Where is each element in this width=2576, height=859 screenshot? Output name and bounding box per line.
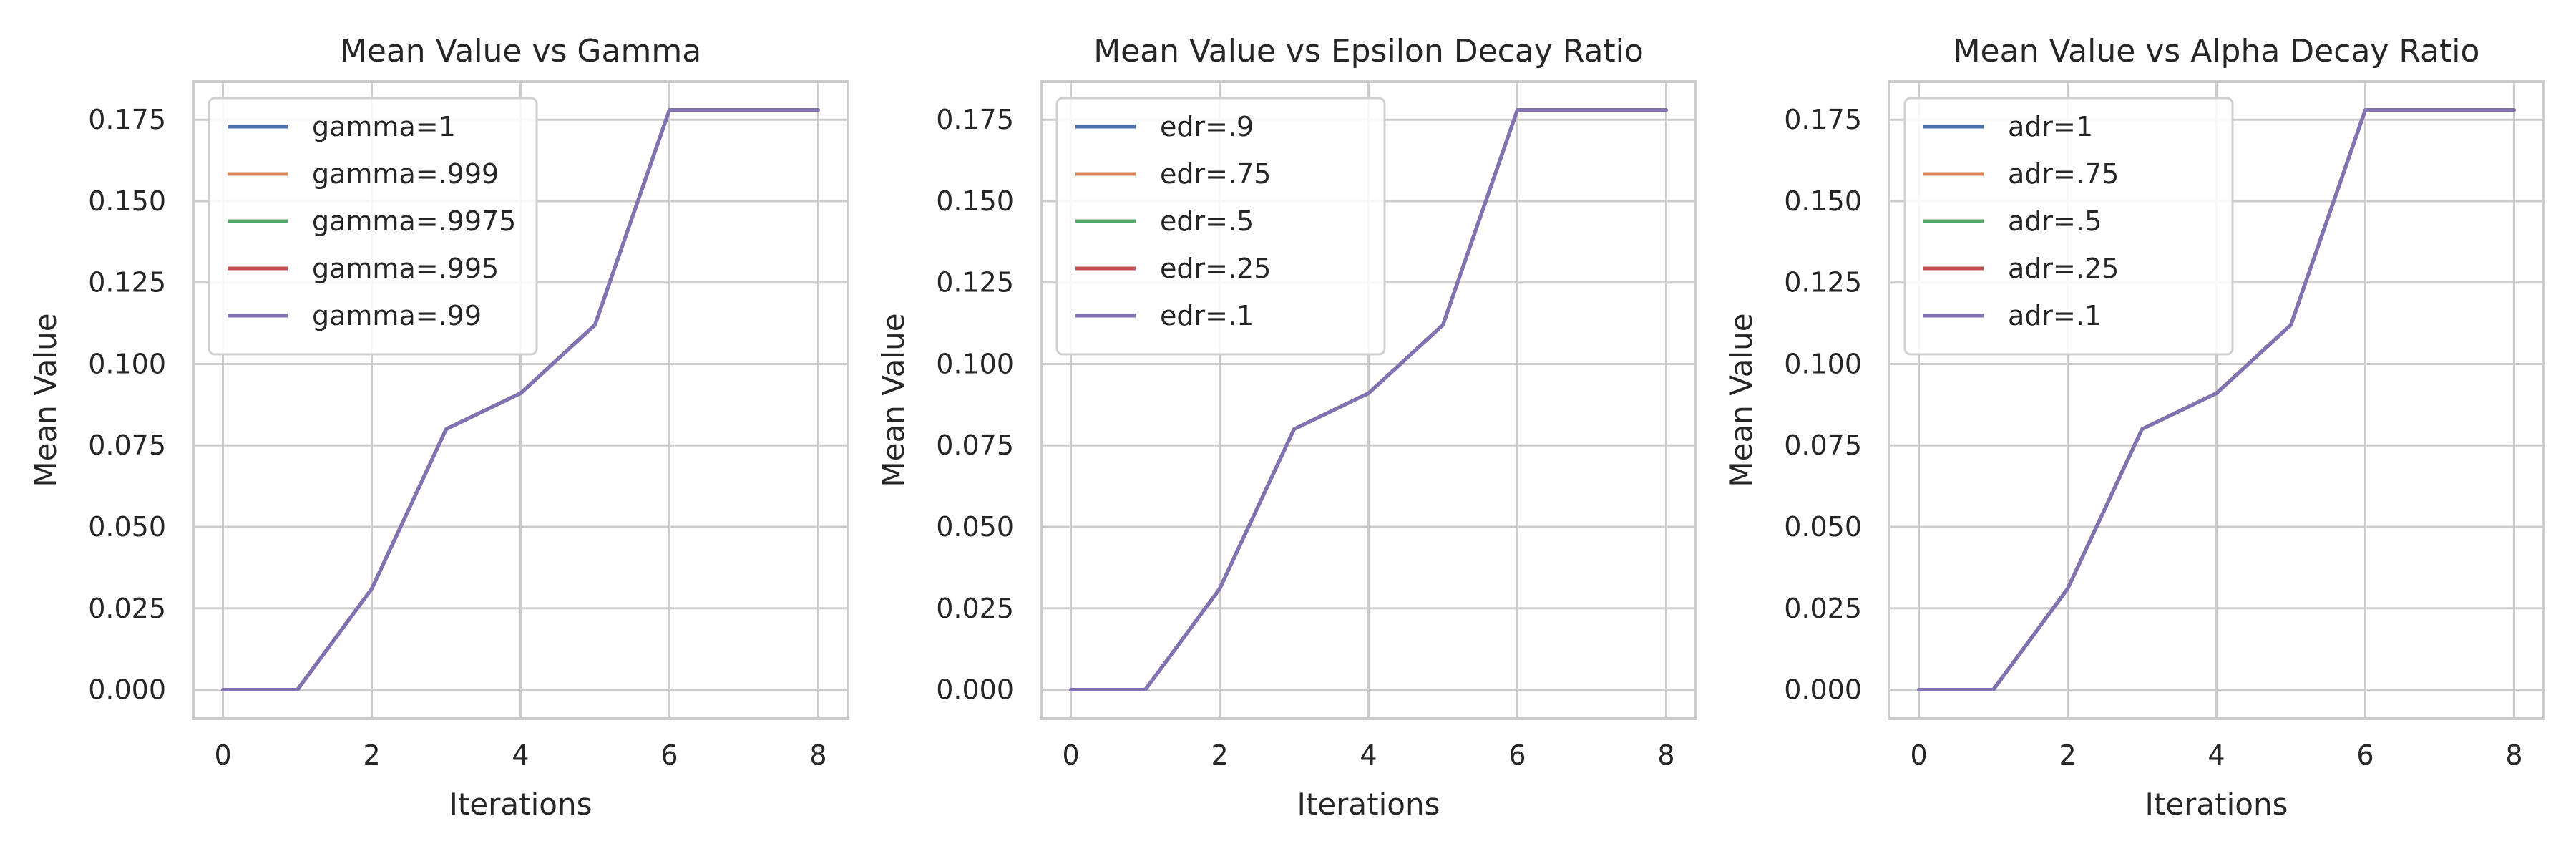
x-tick-label: 4: [2207, 739, 2225, 771]
y-tick-label: 0.100: [936, 348, 1014, 379]
y-tick-label: 0.075: [1784, 430, 1862, 461]
x-tick-label: 4: [512, 739, 529, 771]
chart-panel-gamma: 0 2 4 6 8 0.000 0.025 0.050 0.075 0.100 0.125 0.150…: [28, 33, 849, 822]
x-tick-label: 6: [1508, 739, 1526, 771]
legend-box: [1055, 97, 1386, 356]
legend-label: adr=.75: [2008, 158, 2119, 190]
legend-label: adr=1: [2008, 111, 2093, 142]
legend-label: gamma=.999: [312, 158, 499, 190]
x-tick-label: 4: [1360, 739, 1377, 771]
x-axis-label: Iterations: [2145, 787, 2288, 822]
x-tick-label: 2: [2059, 739, 2076, 771]
x-tick-label: 6: [2356, 739, 2373, 771]
legend-box: [1903, 97, 2234, 356]
x-tick-label: 0: [1062, 739, 1079, 771]
plot-frame: [192, 80, 849, 720]
plot-area: 0 2 4 6 8 0.000 0.025 0.050 0.075 0.100 0.125 0.150…: [88, 80, 849, 771]
y-tick-label: 0.000: [88, 674, 166, 706]
y-tick-label: 0.125: [88, 267, 166, 299]
y-tick-label: 0.050: [1784, 511, 1862, 543]
legend: adr=1 adr=.75 adr=.5 adr=.25 adr=.1: [1903, 97, 2234, 356]
y-axis-label: Mean Value: [28, 313, 63, 487]
legend-label: gamma=.995: [312, 253, 499, 284]
chart-title: Mean Value vs Epsilon Decay Ratio: [1093, 33, 1644, 69]
x-tick-label: 2: [363, 739, 380, 771]
y-tick-label: 0.175: [1784, 104, 1862, 135]
series-line-adr=.1: [1917, 108, 2516, 691]
y-tick-label: 0.075: [88, 430, 166, 461]
plot-area: 0 2 4 6 8 0.000 0.025 0.050 0.075 0.100 0.125 0.150…: [1784, 80, 2545, 771]
legend: edr=.9 edr=.75 edr=.5 edr=.25 edr=.1: [1055, 97, 1386, 356]
legend-label: edr=.1: [1160, 300, 1254, 331]
y-tick-label: 0.175: [936, 104, 1014, 135]
legend-label: gamma=1: [312, 111, 456, 142]
legend-box: [208, 97, 538, 356]
legend-label: edr=.75: [1160, 158, 1271, 190]
legend-label: adr=.1: [2008, 300, 2102, 331]
legend-label: edr=.5: [1160, 205, 1254, 237]
chart-title: Mean Value vs Alpha Decay Ratio: [1953, 33, 2480, 69]
legend: gamma=1 gamma=.999 gamma=.9975 gamma=.995 ga…: [208, 97, 538, 356]
plot-frame: [1888, 80, 2545, 720]
series-line-gamma=.99: [221, 108, 820, 691]
y-tick-label: 0.125: [1784, 267, 1862, 299]
y-tick-label: 0.150: [1784, 185, 1862, 217]
x-tick-label: 6: [660, 739, 678, 771]
x-tick-label: 8: [809, 739, 826, 771]
y-tick-label: 0.150: [88, 185, 166, 217]
series-line-edr=.1: [1069, 108, 1668, 691]
y-tick-label: 0.025: [1784, 593, 1862, 624]
chart-title: Mean Value vs Gamma: [340, 33, 701, 69]
y-tick-label: 0.075: [936, 430, 1014, 461]
y-tick-label: 0.000: [1784, 674, 1862, 706]
x-tick-label: 8: [2505, 739, 2522, 771]
y-tick-label: 0.100: [1784, 348, 1862, 379]
y-tick-label: 0.050: [936, 511, 1014, 543]
y-tick-label: 0.100: [88, 348, 166, 379]
legend-label: adr=.25: [2008, 253, 2119, 284]
y-tick-label: 0.000: [936, 674, 1014, 706]
y-axis-label: Mean Value: [876, 313, 911, 487]
legend-label: adr=.5: [2008, 205, 2102, 237]
y-tick-label: 0.025: [936, 593, 1014, 624]
chart-panel-alpha-decay-ratio: 0 2 4 6 8 0.000 0.025 0.050 0.075 0.100 0.125 0.150…: [1724, 33, 2545, 822]
y-axis-label: Mean Value: [1724, 313, 1759, 487]
y-tick-label: 0.025: [88, 593, 166, 624]
legend-label: edr=.25: [1160, 253, 1271, 284]
x-tick-label: 0: [1910, 739, 1927, 771]
legend-label: edr=.9: [1160, 111, 1254, 142]
plot-frame: [1040, 80, 1697, 720]
x-tick-label: 2: [1211, 739, 1228, 771]
legend-label: gamma=.99: [312, 300, 482, 331]
y-tick-label: 0.175: [88, 104, 166, 135]
y-tick-label: 0.125: [936, 267, 1014, 299]
x-axis-label: Iterations: [449, 787, 592, 822]
chart-panel-epsilon-decay-ratio: 0 2 4 6 8 0.000 0.025 0.050 0.075 0.100 0.125 0.150…: [876, 33, 1697, 822]
x-axis-label: Iterations: [1297, 787, 1440, 822]
y-tick-label: 0.050: [88, 511, 166, 543]
x-tick-label: 0: [214, 739, 231, 771]
legend-label: gamma=.9975: [312, 205, 516, 237]
plot-area: 0 2 4 6 8 0.000 0.025 0.050 0.075 0.100 0.125 0.150…: [936, 80, 1697, 771]
x-tick-label: 8: [1657, 739, 1674, 771]
y-tick-label: 0.150: [936, 185, 1014, 217]
